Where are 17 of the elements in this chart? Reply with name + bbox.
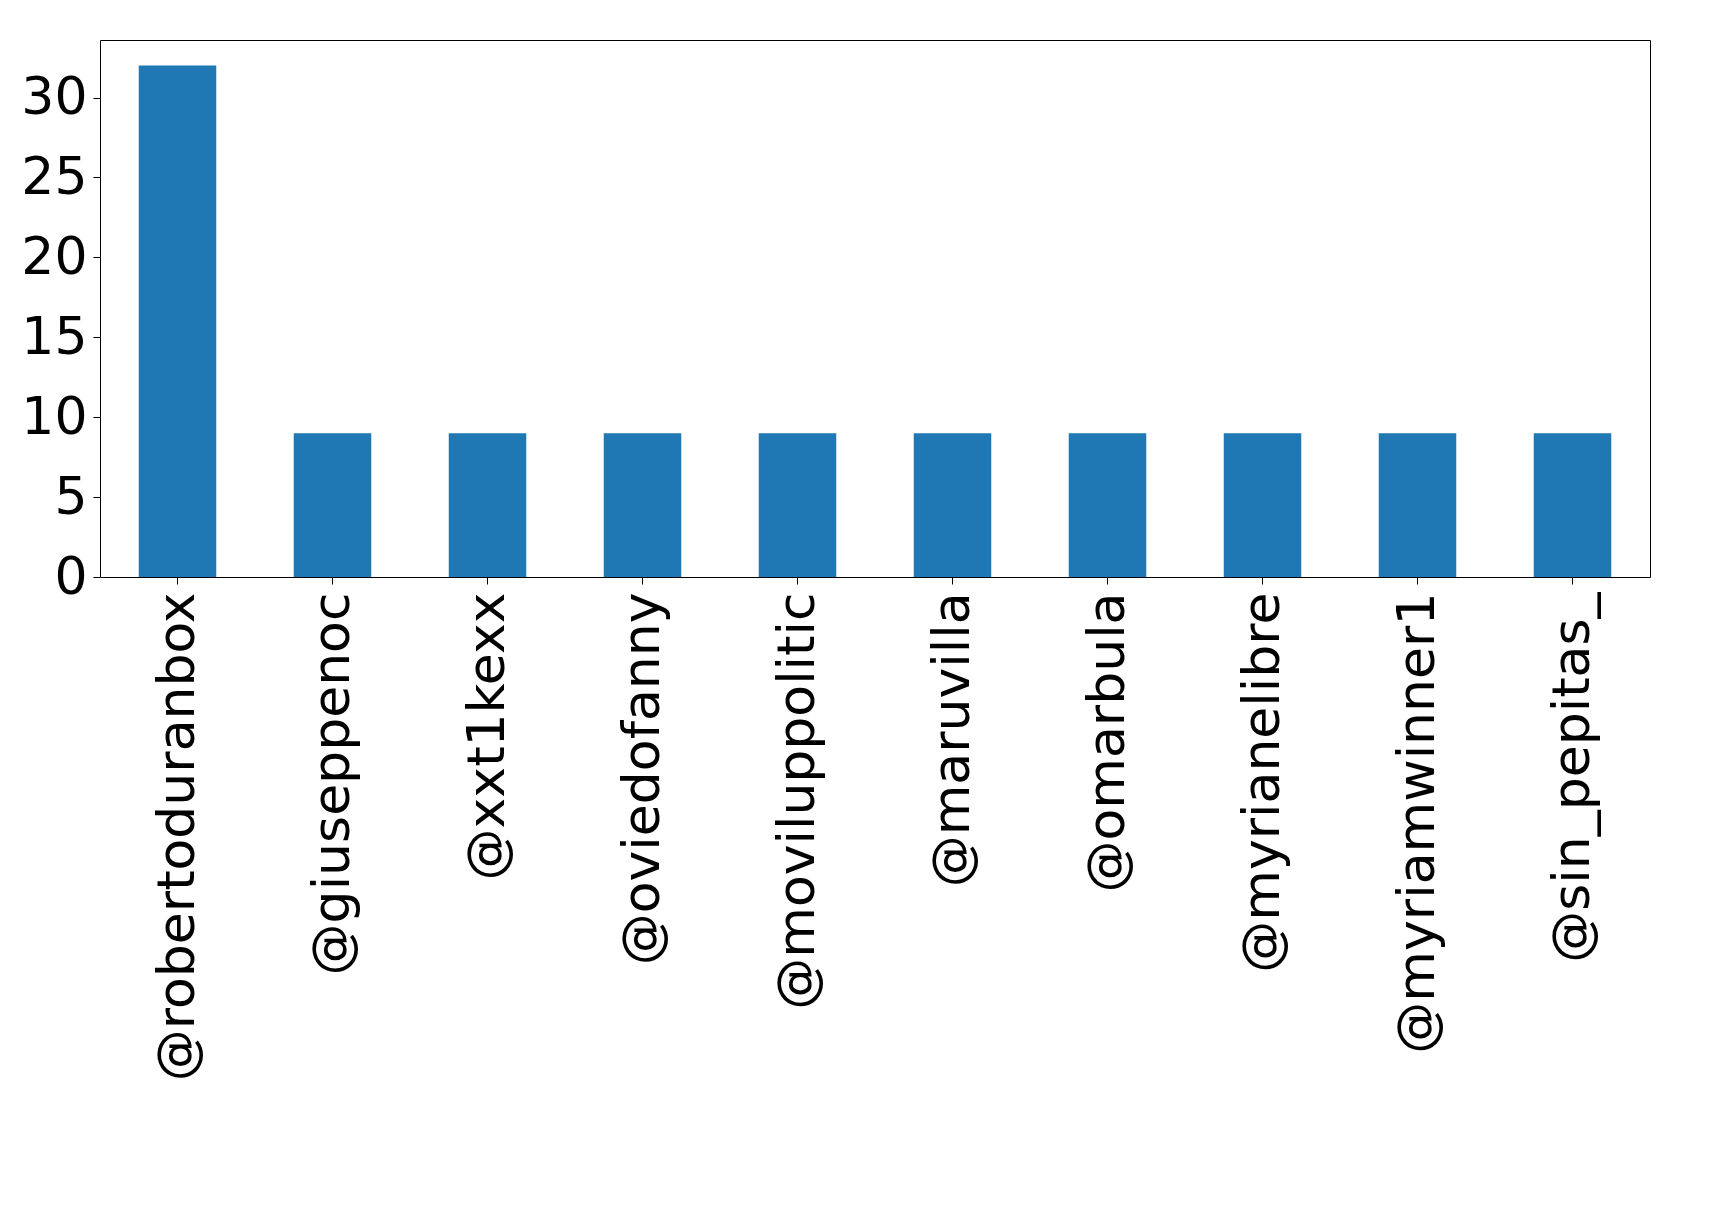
y-tick-label: 0 [54, 545, 88, 606]
y-tick-label: 5 [54, 465, 88, 526]
x-tick-label: @robertoduranbox [145, 592, 206, 1082]
x-tick-label: @xxt1kexx [455, 592, 516, 881]
y-tick-label: 20 [21, 225, 88, 286]
x-tick-label: @myrianelibre [1230, 592, 1291, 973]
x-tick-label: @omarbula [1075, 592, 1136, 893]
x-tick-label: @sin_pepitas_ [1540, 591, 1601, 963]
x-tick-label: @oviedofanny [610, 592, 671, 966]
y-tick-label: 30 [21, 66, 88, 127]
y-tick-label: 15 [21, 305, 88, 366]
x-tick-label: @maruvilla [920, 592, 981, 888]
x-tick-label: @moviluppolitic [765, 592, 826, 1010]
x-tick-label: @giuseppenoc [300, 592, 361, 976]
y-tick-label: 25 [21, 145, 88, 206]
x-tick-label: @myriamwinner1 [1385, 592, 1446, 1054]
y-tick-label: 10 [21, 385, 88, 446]
